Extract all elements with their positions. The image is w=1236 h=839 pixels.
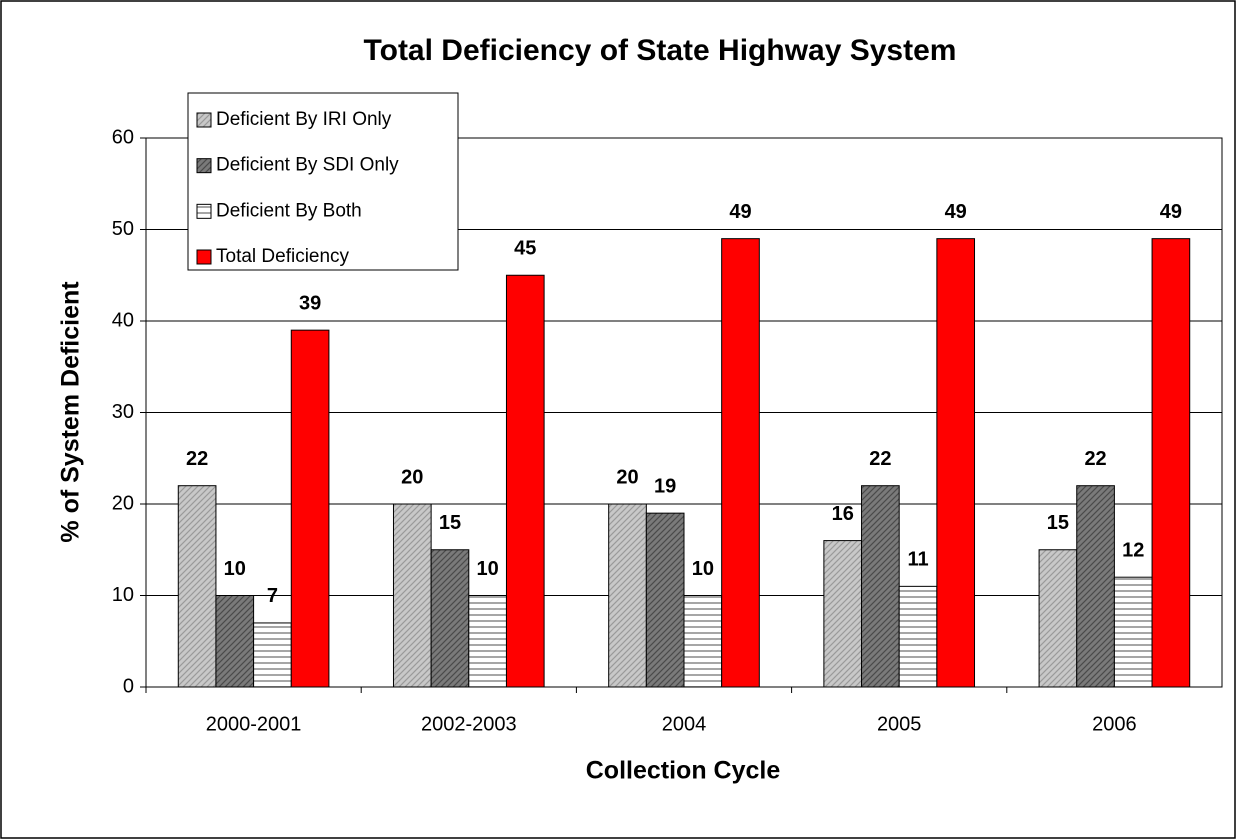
y-tick-label: 0 xyxy=(123,675,134,697)
data-label: 49 xyxy=(729,201,751,223)
bar xyxy=(1151,238,1191,688)
data-label: 10 xyxy=(692,558,714,580)
legend-label: Deficient By SDI Only xyxy=(216,155,399,176)
y-tick-label: 30 xyxy=(112,401,134,423)
bar xyxy=(430,549,470,688)
bar xyxy=(1113,576,1153,688)
x-tick-label: 2006 xyxy=(1092,713,1137,735)
y-tick-label: 20 xyxy=(112,492,134,514)
x-tick-label: 2002-2003 xyxy=(421,713,517,735)
bar xyxy=(683,595,723,688)
data-label: 19 xyxy=(654,475,676,497)
data-label: 11 xyxy=(907,549,928,571)
data-label: 49 xyxy=(945,201,967,223)
data-label: 22 xyxy=(186,448,208,470)
legend-swatch xyxy=(196,203,212,219)
chart-title: Total Deficiency of State Highway System xyxy=(364,34,957,67)
data-label: 22 xyxy=(869,448,891,470)
legend-label: Total Deficiency xyxy=(216,246,350,267)
bar xyxy=(861,485,900,688)
bar xyxy=(936,238,976,688)
bar xyxy=(392,503,432,688)
bar xyxy=(608,503,647,688)
bar xyxy=(177,485,217,688)
data-label: 45 xyxy=(514,238,536,260)
data-label: 10 xyxy=(224,558,246,580)
legend-box xyxy=(187,92,459,271)
bar xyxy=(290,329,330,688)
legend-label: Deficient By IRI Only xyxy=(216,109,392,130)
x-tick-label: 2004 xyxy=(662,713,707,735)
y-tick-label: 10 xyxy=(112,584,134,606)
bar xyxy=(823,540,863,688)
data-label: 15 xyxy=(1047,512,1069,534)
y-axis-label: % of System Deficient xyxy=(57,281,85,543)
bar xyxy=(215,595,255,688)
bar xyxy=(1076,485,1115,688)
bar xyxy=(721,238,760,688)
legend-swatch xyxy=(196,158,212,174)
data-label: 20 xyxy=(401,466,423,488)
data-label: 7 xyxy=(267,585,278,607)
data-label: 15 xyxy=(439,512,461,534)
data-label: 20 xyxy=(616,466,638,488)
data-label: 12 xyxy=(1122,539,1144,561)
data-label: 10 xyxy=(477,558,499,580)
data-label: 49 xyxy=(1160,201,1182,223)
legend-swatch xyxy=(196,249,212,265)
bar xyxy=(898,585,938,688)
bar xyxy=(1038,549,1078,688)
legend-swatch xyxy=(196,112,212,128)
y-tick-label: 60 xyxy=(112,126,134,148)
x-tick-label: 2000-2001 xyxy=(206,713,302,735)
data-label: 39 xyxy=(299,292,321,314)
bar xyxy=(253,622,292,688)
bar xyxy=(505,274,545,688)
legend-label: Deficient By Both xyxy=(216,200,362,221)
y-tick-label: 50 xyxy=(112,218,134,240)
x-tick-label: 2005 xyxy=(877,713,922,735)
data-label: 16 xyxy=(832,503,854,525)
x-axis-label: Collection Cycle xyxy=(586,757,781,785)
data-label: 22 xyxy=(1084,448,1106,470)
bar xyxy=(468,595,507,688)
bar xyxy=(645,512,685,688)
y-tick-label: 40 xyxy=(112,309,134,331)
